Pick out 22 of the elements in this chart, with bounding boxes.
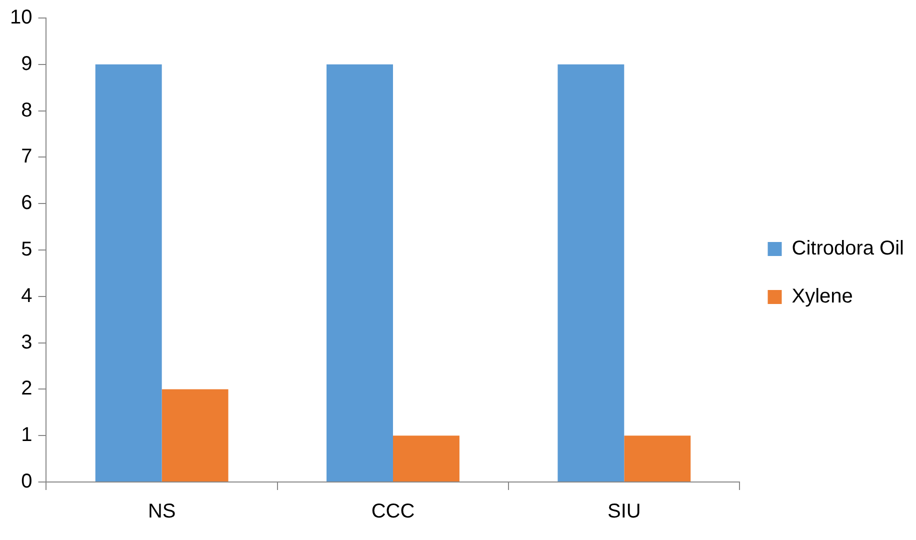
- bar: [392, 436, 460, 482]
- y-tick-label: 10: [10, 6, 32, 29]
- y-tick-label: 5: [21, 238, 32, 261]
- y-tick-label: 7: [21, 146, 32, 168]
- y-tick-label: 0: [21, 470, 32, 493]
- bar: [95, 64, 162, 482]
- y-tick-label: 4: [21, 284, 32, 307]
- x-tick-label: SIU: [607, 500, 641, 523]
- y-tick-label: 1: [21, 424, 32, 446]
- bar: [326, 64, 393, 482]
- y-tick-label: 8: [21, 99, 32, 122]
- bar: [162, 389, 228, 482]
- x-tick-label: CCC: [371, 500, 415, 523]
- y-tick-label: 9: [21, 52, 32, 75]
- x-tick-label: NS: [148, 500, 176, 523]
- y-tick-label: 3: [21, 331, 32, 354]
- legend-label: Xylene: [792, 286, 853, 308]
- legend-label: Citrodora Oil: [792, 238, 904, 260]
- y-tick-label: 6: [21, 192, 32, 214]
- bar: [624, 436, 691, 482]
- bar: [558, 64, 624, 482]
- y-tick-label: 2: [21, 378, 32, 400]
